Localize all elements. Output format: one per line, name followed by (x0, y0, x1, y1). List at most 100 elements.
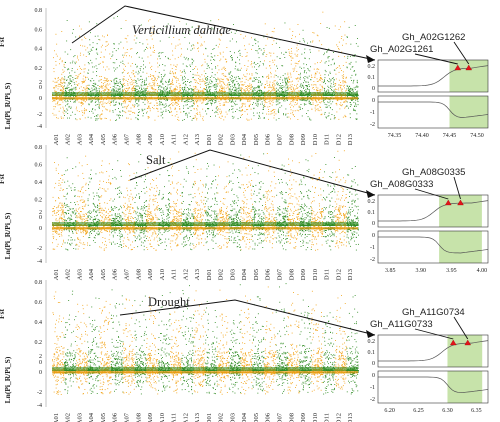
ln-point (90, 101, 92, 103)
ln-point (66, 108, 68, 110)
fst-point (219, 81, 221, 83)
fst-point (148, 76, 150, 78)
fst-point (131, 88, 133, 90)
fst-point (119, 91, 120, 93)
fst-point (239, 52, 241, 54)
ln-point (296, 103, 298, 105)
fst-point (176, 81, 177, 83)
fst-point (225, 76, 227, 77)
fst-point (172, 78, 173, 80)
fst-point (170, 90, 172, 92)
ln-point (196, 82, 198, 84)
fst-point (124, 85, 126, 86)
fst-point (176, 66, 177, 68)
fst-point (237, 87, 239, 89)
ln-point (144, 99, 146, 101)
fst-point (74, 63, 76, 65)
ln-point (138, 95, 140, 97)
fst-point (117, 85, 119, 87)
fst-point (113, 89, 115, 91)
fst-point (287, 72, 289, 74)
fst-point (144, 49, 146, 50)
fst-point (151, 88, 153, 90)
fst-point (276, 83, 278, 85)
fst-point (90, 48, 92, 50)
fst-point (296, 62, 298, 64)
ln-point (218, 100, 220, 102)
ln-point (122, 110, 123, 112)
fst-point (304, 90, 306, 91)
fst-point (231, 59, 233, 61)
ln-point (123, 96, 125, 98)
ln-point (293, 88, 294, 90)
fst-point (74, 71, 76, 73)
fst-point (159, 40, 161, 42)
ln-point (139, 96, 141, 98)
ln-point (56, 96, 58, 98)
ln-point (174, 96, 176, 98)
fst-point (79, 35, 80, 37)
ln-point (268, 113, 270, 115)
ln-point (160, 115, 162, 117)
ln-point (126, 117, 127, 119)
ln-point (53, 99, 54, 101)
ln-point (215, 115, 216, 117)
fst-point (190, 66, 191, 67)
ln-point (211, 104, 212, 106)
ln-point (80, 105, 82, 107)
ln-point (84, 117, 86, 119)
fst-point (181, 53, 182, 55)
ln-point (229, 88, 231, 90)
fst-point (250, 64, 252, 66)
ln-point (173, 89, 175, 90)
fst-point (263, 48, 265, 50)
fst-point (74, 61, 76, 63)
ln-point (113, 101, 114, 103)
ln-point (145, 84, 147, 86)
fst-point (239, 54, 241, 56)
fst-point (108, 68, 110, 70)
fst-point (234, 68, 236, 70)
fst-point (292, 34, 293, 36)
fst-point (210, 59, 212, 61)
fst-point (91, 87, 93, 89)
fst-point (200, 43, 202, 45)
fst-point (127, 87, 129, 89)
fst-point (144, 81, 146, 83)
ln-point (122, 84, 123, 86)
fst-point (89, 39, 91, 41)
ln-point (150, 96, 152, 98)
fst-point (112, 54, 114, 56)
ln-point (253, 102, 254, 104)
ln-point (148, 116, 150, 118)
ln-point (231, 115, 233, 117)
fst-point (240, 81, 242, 83)
fst-point (96, 75, 98, 77)
fst-point (197, 68, 198, 70)
fst-point (257, 85, 259, 87)
ln-point (100, 102, 102, 104)
fst-point (243, 74, 245, 76)
ln-point (72, 111, 73, 113)
fst-point (287, 74, 289, 76)
fst-point (86, 87, 88, 89)
fst-point (282, 89, 283, 90)
fst-point (188, 89, 189, 91)
fst-point (84, 36, 85, 38)
ln-point (132, 105, 134, 107)
ln-point (277, 101, 279, 103)
ln-point (199, 111, 201, 113)
ln-point (68, 105, 70, 107)
ln-point (239, 100, 241, 102)
ln-point (179, 85, 181, 87)
ln-point (102, 83, 104, 84)
fst-point (189, 64, 191, 66)
ln-point (195, 101, 197, 102)
ln-point (192, 102, 194, 104)
ln-point (197, 106, 199, 108)
ln-point (266, 113, 268, 115)
fst-point (252, 86, 253, 88)
fst-point (194, 74, 196, 76)
fst-point (73, 82, 75, 83)
fst-point (96, 43, 98, 45)
